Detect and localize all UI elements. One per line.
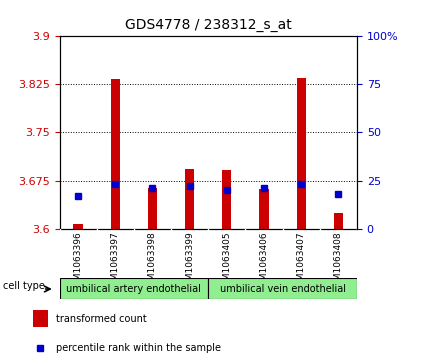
Bar [208, 278, 357, 299]
Text: GSM1063396: GSM1063396 [74, 231, 82, 292]
Text: GSM1063406: GSM1063406 [260, 231, 269, 292]
Text: GSM1063398: GSM1063398 [148, 231, 157, 292]
Text: GSM1063408: GSM1063408 [334, 231, 343, 292]
Text: umbilical artery endothelial: umbilical artery endothelial [66, 284, 201, 294]
Bar [74, 224, 83, 229]
Text: umbilical vein endothelial: umbilical vein endothelial [220, 284, 346, 294]
Bar [297, 78, 306, 229]
Bar [110, 79, 120, 229]
Text: percentile rank within the sample: percentile rank within the sample [56, 343, 221, 352]
Text: GSM1063407: GSM1063407 [297, 231, 306, 292]
Bar [148, 188, 157, 229]
Bar [60, 278, 208, 299]
Text: cell type: cell type [3, 281, 45, 291]
Text: GSM1063399: GSM1063399 [185, 231, 194, 292]
Text: GSM1063397: GSM1063397 [111, 231, 120, 292]
Bar [259, 189, 269, 229]
Bar [33, 310, 48, 327]
Bar [185, 169, 194, 229]
Title: GDS4778 / 238312_s_at: GDS4778 / 238312_s_at [125, 19, 292, 33]
Text: GSM1063405: GSM1063405 [222, 231, 231, 292]
Text: transformed count: transformed count [56, 314, 147, 323]
Bar [334, 213, 343, 229]
Bar [222, 170, 232, 229]
